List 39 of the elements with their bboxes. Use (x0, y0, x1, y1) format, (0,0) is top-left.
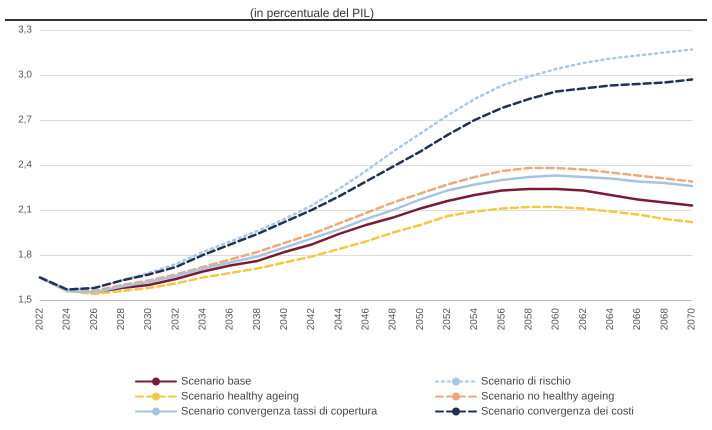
x-tick-label: 2026 (88, 308, 100, 330)
x-tick-label: 2056 (496, 308, 508, 330)
x-tick-label: 2070 (686, 308, 698, 330)
y-tick-label: 3,3 (18, 24, 32, 36)
x-tick-label: 2062 (578, 308, 589, 330)
x-tick-label: 2054 (469, 308, 480, 330)
legend-label: Scenario di rischio (481, 376, 571, 388)
x-tick-label: 2060 (550, 308, 562, 330)
x-tick-label: 2034 (198, 308, 208, 330)
y-tick-label: 1,5 (18, 294, 32, 306)
x-tick-label: 2022 (34, 308, 46, 330)
y-tick-label: 2,4 (18, 160, 32, 170)
x-tick-label: 2032 (170, 308, 182, 330)
x-tick-label: 2036 (224, 308, 236, 330)
legend-label: Scenario convergenza tassi di copertura (181, 406, 378, 418)
x-tick-label: 2044 (333, 308, 344, 330)
legend-label: Scenario base (181, 376, 252, 388)
x-tick-label: 2028 (116, 308, 127, 330)
y-tick-label: 2,7 (18, 114, 32, 126)
x-tick-label: 2064 (605, 308, 616, 330)
x-tick-label: 2058 (524, 308, 534, 330)
x-tick-label: 2042 (306, 308, 318, 330)
x-tick-label: 2046 (360, 308, 372, 330)
x-tick-label: 2066 (632, 308, 644, 330)
legend-label: Scenario no healthy ageing (481, 390, 614, 402)
legend-label: Scenario healthy ageing (181, 390, 300, 402)
legend-label: Scenario convergenza dei costi (481, 406, 634, 418)
y-tick-label: 2,1 (18, 204, 32, 216)
x-tick-label: 2068 (659, 308, 670, 330)
y-tick-label: 1,8 (18, 250, 32, 260)
x-tick-label: 2038 (252, 308, 263, 330)
x-tick-label: 2052 (442, 308, 453, 330)
x-tick-label: 2040 (279, 308, 290, 330)
x-tick-label: 2048 (388, 308, 399, 330)
x-tick-label: 2024 (62, 308, 73, 330)
y-tick-label: 3,0 (18, 70, 32, 80)
chart-title: (in percentuale del PIL) (250, 6, 374, 20)
x-tick-label: 2030 (143, 308, 154, 330)
x-tick-label: 2050 (414, 308, 426, 330)
